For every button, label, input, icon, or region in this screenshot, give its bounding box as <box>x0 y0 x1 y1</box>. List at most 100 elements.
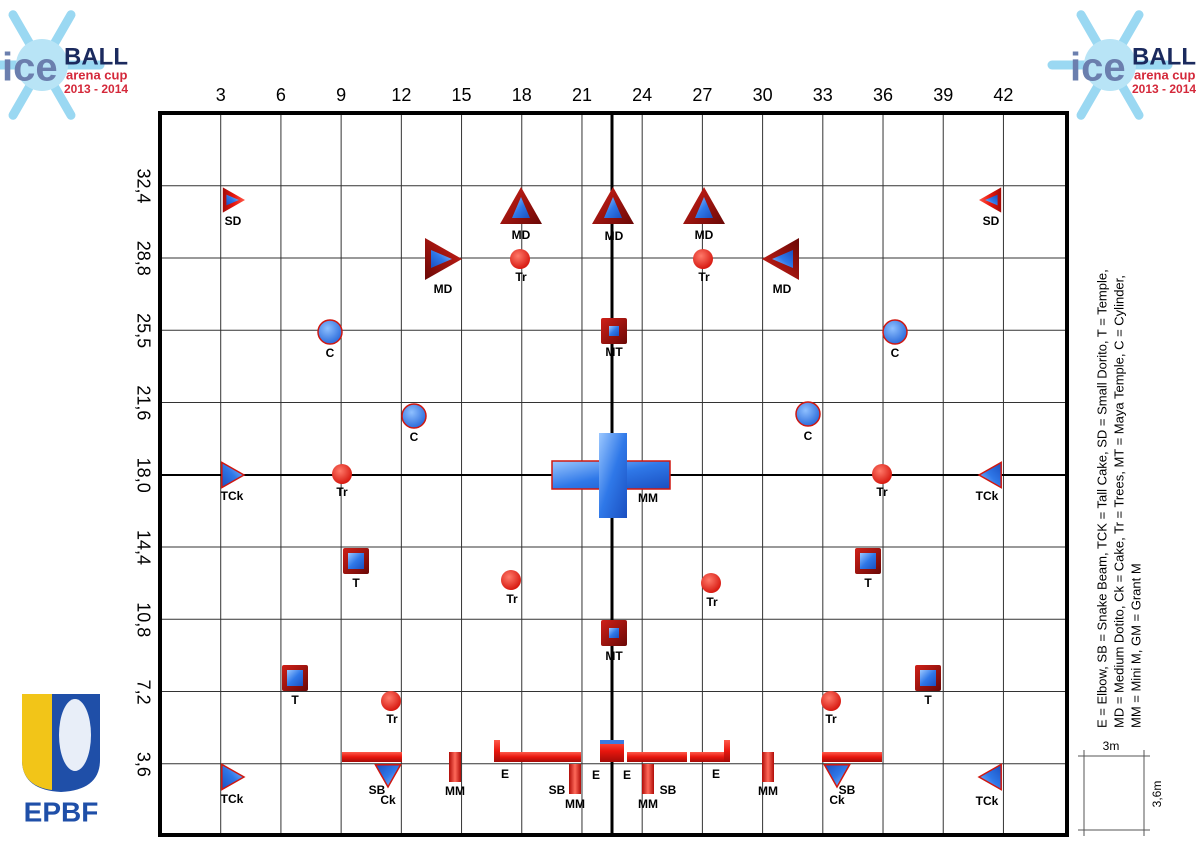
bunker: T <box>282 665 308 707</box>
shape <box>920 670 936 686</box>
column-label: 33 <box>813 85 833 105</box>
bunker: MM <box>638 764 658 811</box>
legend-line: MD = Medium Dotito, Ck = Cake, Tr = Tree… <box>1111 275 1126 728</box>
bunker-shape <box>822 752 882 762</box>
shape <box>401 403 427 429</box>
bunker: T <box>915 665 941 707</box>
bunker-label: Tr <box>876 485 888 499</box>
shape <box>342 752 402 762</box>
column-label: 9 <box>336 85 346 105</box>
bunker-label: C <box>326 346 335 360</box>
shape <box>494 740 500 762</box>
bunker: Tr <box>501 570 521 606</box>
logo-ice: ice <box>1070 46 1126 90</box>
shape <box>977 763 1002 791</box>
shape <box>494 752 521 762</box>
bunker-shape <box>221 461 246 489</box>
shape <box>374 764 402 789</box>
bunker-shape <box>500 187 542 224</box>
bunker: TCk <box>976 461 1002 503</box>
column-label: 27 <box>692 85 712 105</box>
logo-ball: BALL <box>1132 43 1196 70</box>
bunker: E <box>612 740 631 782</box>
column-label: 36 <box>873 85 893 105</box>
bunker: MM <box>565 764 585 811</box>
logo-cup: arena cup <box>66 67 127 82</box>
player <box>59 699 91 771</box>
shape <box>609 326 619 336</box>
bunker-label: Tr <box>698 270 710 284</box>
shape <box>221 461 246 489</box>
shape <box>501 570 521 590</box>
shape <box>772 250 793 268</box>
shape <box>600 740 612 762</box>
logo-ice: ice <box>2 46 58 90</box>
bunker: MD <box>500 187 542 242</box>
logo-ball: BALL <box>64 43 128 70</box>
row-label: 25,5 <box>133 313 153 348</box>
shape <box>612 740 624 744</box>
bunker: C <box>317 319 343 360</box>
scale-height: 3,6m <box>1150 781 1164 808</box>
bunker-label: T <box>352 576 360 590</box>
bunker: MM <box>758 752 778 798</box>
bunker-label: MM <box>565 797 585 811</box>
shape <box>449 752 461 782</box>
shape <box>317 319 343 345</box>
bunker-shape <box>690 740 730 762</box>
bunker-label: T <box>924 693 932 707</box>
legend: E = Elbow, SB = Snake Beam, TCK = Tall C… <box>1094 269 1143 728</box>
bunker-label: Tr <box>515 270 527 284</box>
bunker-shape <box>317 319 343 345</box>
bunker-shape <box>600 740 612 762</box>
bunker-label: MD <box>512 228 531 242</box>
logo-cup: arena cup <box>1134 67 1195 82</box>
bunker: C <box>795 401 821 443</box>
shape <box>701 573 721 593</box>
bunker-shape <box>222 187 245 213</box>
bunker-label: TCk <box>976 489 999 503</box>
bunker: SB <box>342 752 402 797</box>
bunker-label: Ck <box>829 793 845 807</box>
bunker-label: MD <box>434 282 453 296</box>
bunker-shape <box>693 249 713 269</box>
bunker-shape <box>795 401 821 427</box>
bunker: T <box>855 548 881 590</box>
shape <box>599 433 627 518</box>
bunker: Ck <box>374 764 402 807</box>
row-label: 32,4 <box>133 168 153 203</box>
bunker-label: MT <box>605 345 623 359</box>
scale-width: 3m <box>1103 739 1120 753</box>
bunker-label: E <box>712 767 720 781</box>
bunker-shape <box>521 752 581 762</box>
shape <box>510 249 530 269</box>
shape <box>690 752 730 762</box>
shape <box>795 401 821 427</box>
bunker: SB <box>822 752 882 797</box>
bunker-label: SB <box>839 783 856 797</box>
shape <box>977 461 1002 489</box>
bunker-shape <box>374 764 402 789</box>
shape <box>627 752 687 762</box>
shape <box>348 553 364 569</box>
column-label: 18 <box>512 85 532 105</box>
bunker-shape <box>882 319 908 345</box>
bunker: MM <box>445 752 465 798</box>
bunker: C <box>882 319 908 360</box>
bunker-label: SB <box>369 783 386 797</box>
bunker: TCk <box>976 763 1002 808</box>
bunker-shape <box>683 187 725 224</box>
bunker-shape <box>501 570 521 590</box>
logo-years: 2013 - 2014 <box>64 82 128 96</box>
federation-name: EPBF <box>24 796 99 827</box>
bunker-shape <box>872 464 892 484</box>
shape <box>860 553 876 569</box>
logo-years: 2013 - 2014 <box>1132 82 1196 96</box>
shape <box>985 194 998 206</box>
shape <box>882 319 908 345</box>
